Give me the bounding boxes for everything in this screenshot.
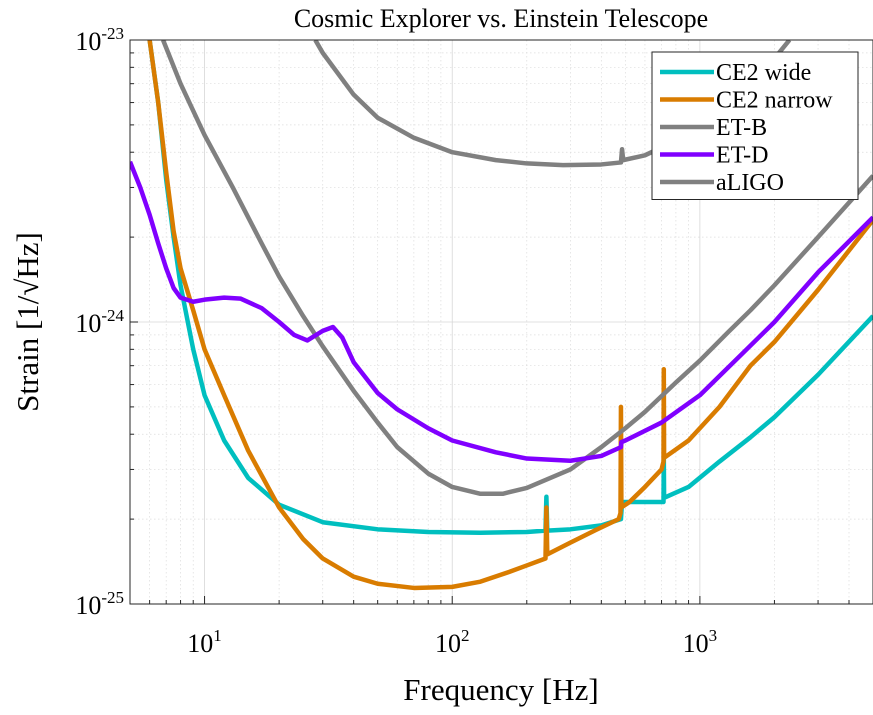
y-tick-label: 10-25 [75, 588, 124, 620]
legend-label: aLIGO [716, 170, 784, 196]
y-tick-label: 10-24 [75, 306, 124, 338]
y-axis-label: Strain [1/√Hz] [10, 232, 45, 412]
series-lines [130, 40, 873, 591]
legend-label: ET-B [716, 115, 767, 141]
series-line-ce2-narrow [147, 40, 873, 591]
y-tick-label: 10-23 [75, 24, 124, 56]
x-tick-label: 101 [187, 626, 222, 658]
x-tick-label: 102 [435, 626, 470, 658]
legend-label: CE2 narrow [716, 88, 833, 114]
x-axis-label: Frequency [Hz] [403, 672, 598, 707]
legend-label: CE2 wide [716, 60, 811, 86]
tick-labels: 101 102 103 10-25 10-24 10-23 [75, 24, 717, 658]
series-line-et-b [160, 40, 873, 497]
series-line-et-d [130, 160, 873, 464]
series-line-ce2-wide [147, 40, 873, 535]
legend-label: ET-D [716, 143, 768, 169]
chart-title: Cosmic Explorer vs. Einstein Telescope [294, 4, 708, 33]
axis-ticks [129, 39, 873, 605]
x-tick-label: 103 [683, 626, 718, 658]
